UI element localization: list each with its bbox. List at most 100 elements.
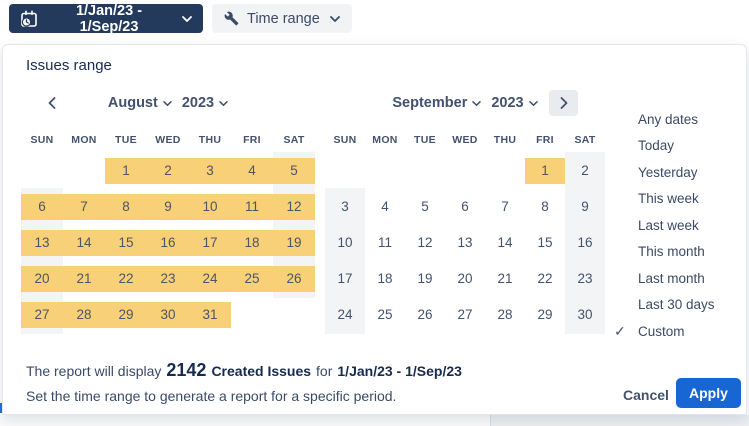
day-cell[interactable]: 28 xyxy=(497,307,513,322)
empty-cell xyxy=(405,158,445,184)
preset-item-any-dates[interactable]: ✓Any dates xyxy=(614,106,746,133)
day-cell[interactable]: 22 xyxy=(537,271,553,286)
day-cell[interactable]: 11 xyxy=(377,235,392,250)
day-cell[interactable]: 10 xyxy=(337,235,353,250)
day-cell[interactable]: 11 xyxy=(231,194,273,220)
day-cell[interactable]: 6 xyxy=(461,199,469,214)
day-cell[interactable]: 13 xyxy=(21,230,63,256)
empty-cell xyxy=(63,158,105,184)
day-cell[interactable]: 21 xyxy=(63,266,105,292)
previous-month-button[interactable] xyxy=(37,90,66,116)
day-cell[interactable]: 3 xyxy=(341,199,349,214)
weekday-label: THU xyxy=(198,134,222,146)
day-cell[interactable]: 2 xyxy=(581,163,589,178)
year-label: 2023 xyxy=(181,95,215,111)
preset-item-custom[interactable]: ✓ Custom xyxy=(614,318,746,345)
cancel-button[interactable]: Cancel xyxy=(615,382,677,408)
day-cell[interactable]: 7 xyxy=(63,194,105,220)
calendar-week-row: 17 18 19 20 21 22 23 xyxy=(325,266,605,292)
calendar-week-row: 20 21 22 23 24 25 26 xyxy=(21,266,315,292)
day-cell[interactable]: 31 xyxy=(189,302,231,328)
day-cell[interactable]: 21 xyxy=(497,271,513,286)
day-cell[interactable]: 29 xyxy=(105,302,147,328)
day-cell[interactable]: 15 xyxy=(105,230,147,256)
day-cell[interactable]: 6 xyxy=(21,194,63,220)
chevron-down-icon xyxy=(182,15,192,22)
day-cell[interactable]: 3 xyxy=(189,158,231,184)
day-cell[interactable]: 17 xyxy=(337,271,353,286)
preset-item-this-week[interactable]: ✓This week xyxy=(614,186,746,213)
time-range-button[interactable]: Time range xyxy=(212,4,352,33)
day-cell[interactable]: 20 xyxy=(457,271,473,286)
preset-item-this-month[interactable]: ✓This month xyxy=(614,239,746,266)
preset-item-last-30-days[interactable]: ✓Last 30 days xyxy=(614,292,746,319)
day-cell[interactable]: 26 xyxy=(417,307,433,322)
day-cell[interactable]: 14 xyxy=(63,230,105,256)
year-select[interactable]: 2023 xyxy=(491,95,538,111)
preset-label: Last 30 days xyxy=(638,297,715,313)
day-cell[interactable]: 15 xyxy=(537,235,553,250)
preset-item-last-week[interactable]: ✓Last week xyxy=(614,212,746,239)
day-cell[interactable]: 10 xyxy=(189,194,231,220)
day-cell[interactable]: 16 xyxy=(147,230,189,256)
day-cell[interactable]: 27 xyxy=(457,307,473,322)
day-cell[interactable]: 25 xyxy=(377,307,393,322)
issue-metric: Created Issues xyxy=(211,363,312,379)
day-cell[interactable]: 25 xyxy=(231,266,273,292)
day-cell[interactable]: 5 xyxy=(421,199,429,214)
preset-label: Custom xyxy=(638,323,685,339)
day-cell[interactable]: 20 xyxy=(21,266,63,292)
preset-item-last-month[interactable]: ✓Last month xyxy=(614,265,746,292)
day-cell[interactable]: 19 xyxy=(273,230,315,256)
day-cell[interactable]: 1 xyxy=(525,158,565,184)
day-cell[interactable]: 23 xyxy=(147,266,189,292)
day-cell[interactable]: 19 xyxy=(417,271,433,286)
day-cell[interactable]: 28 xyxy=(63,302,105,328)
day-cell[interactable]: 24 xyxy=(337,307,353,322)
day-cell[interactable]: 30 xyxy=(577,307,593,322)
day-cell[interactable]: 18 xyxy=(231,230,273,256)
day-cell[interactable]: 22 xyxy=(105,266,147,292)
issue-count: 2142 xyxy=(166,360,207,380)
day-cell[interactable]: 18 xyxy=(377,271,393,286)
weekday-header-row: SUN MON TUE WED THU FRI SAT xyxy=(325,131,605,158)
preset-label: Last week xyxy=(638,217,699,233)
day-cell[interactable]: 30 xyxy=(147,302,189,328)
day-cell[interactable]: 27 xyxy=(21,302,63,328)
month-select[interactable]: September xyxy=(392,95,482,111)
apply-button[interactable]: Apply xyxy=(676,378,741,408)
summary-middle: for xyxy=(316,363,333,379)
day-cell[interactable]: 17 xyxy=(189,230,231,256)
day-cell[interactable]: 4 xyxy=(231,158,273,184)
day-cell[interactable]: 7 xyxy=(501,199,509,214)
day-cell[interactable]: 24 xyxy=(189,266,231,292)
day-cell[interactable]: 5 xyxy=(273,158,315,184)
day-cell[interactable]: 9 xyxy=(147,194,189,220)
preset-item-yesterday[interactable]: ✓Yesterday xyxy=(614,159,746,186)
month-year-header-august: August 2023 xyxy=(21,90,315,116)
day-cell[interactable]: 23 xyxy=(577,271,593,286)
day-cell[interactable]: 29 xyxy=(537,307,553,322)
check-icon: ✓ xyxy=(614,322,626,339)
date-range-button[interactable]: 1/Jan/23 - 1/Sep/23 xyxy=(9,3,203,35)
day-cell[interactable]: 9 xyxy=(581,199,589,214)
day-cell[interactable]: 14 xyxy=(497,235,513,250)
day-cell[interactable]: 12 xyxy=(417,235,433,250)
day-cell[interactable]: 2 xyxy=(147,158,189,184)
calendar-grid-august: SUN MON TUE WED THU FRI SAT 1 2 3 4 5 6 7 8 9 10 11 12 13 14… xyxy=(21,131,315,345)
day-cell[interactable]: 4 xyxy=(381,199,389,214)
preset-label: Today xyxy=(638,138,675,154)
day-cell[interactable]: 1 xyxy=(105,158,147,184)
month-select[interactable]: August xyxy=(108,95,172,111)
day-cell[interactable]: 12 xyxy=(273,194,315,220)
year-select[interactable]: 2023 xyxy=(182,95,228,111)
day-cell[interactable]: 8 xyxy=(105,194,147,220)
day-cell[interactable]: 13 xyxy=(457,235,473,250)
day-cell[interactable]: 8 xyxy=(541,199,549,214)
next-month-button[interactable] xyxy=(549,90,578,116)
day-cell[interactable]: 16 xyxy=(577,235,593,250)
calendar-week-row: 3 4 5 6 7 8 9 xyxy=(325,194,605,220)
day-cell[interactable]: 26 xyxy=(273,266,315,292)
preset-item-today[interactable]: ✓Today xyxy=(614,133,746,160)
